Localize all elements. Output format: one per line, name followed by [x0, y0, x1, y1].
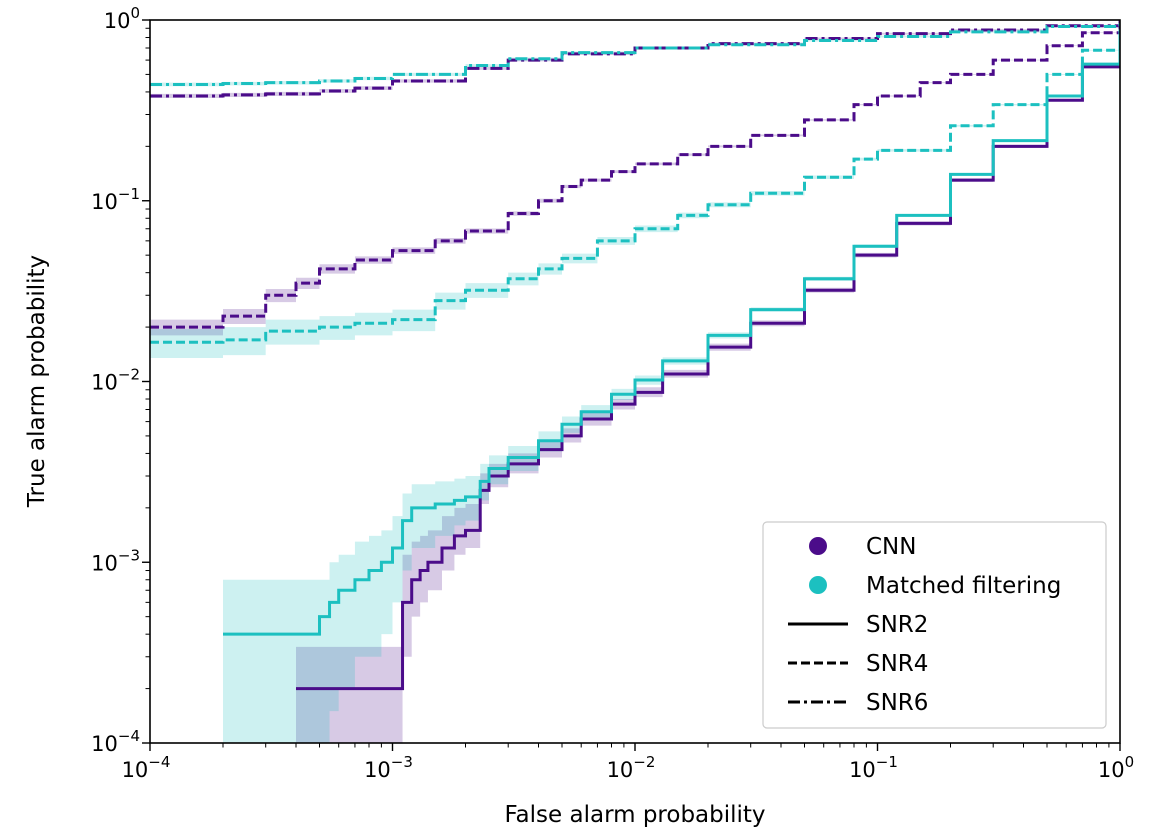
x-tick-label: 10−2 — [607, 753, 656, 782]
line-matched-filtering-snr4 — [150, 20, 1120, 344]
legend-label-snr4: SNR4 — [866, 651, 928, 677]
legend-label-snr2: SNR2 — [866, 612, 928, 638]
line-matched-filtering-snr2 — [223, 20, 1120, 636]
legend-marker-matched-filtering — [809, 576, 827, 594]
legend-label-matched-filtering: Matched filtering — [866, 573, 1061, 599]
y-tick-label: 10−2 — [91, 366, 140, 395]
x-tick-label: 10−4 — [122, 753, 171, 782]
x-axis-label: False alarm probability — [504, 802, 765, 828]
legend-entries: CNN Matched filtering SNR2 SNR4 SNR6 — [788, 534, 1061, 716]
axis-ticks — [142, 19, 1121, 751]
series-lines — [150, 20, 1120, 691]
y-tick-label: 10−1 — [91, 185, 140, 214]
y-tick-label: 10−4 — [91, 727, 140, 756]
x-tick-label: 100 — [1098, 753, 1134, 782]
legend-marker-cnn — [809, 537, 827, 555]
legend: CNN Matched filtering SNR2 SNR4 SNR6 — [762, 521, 1107, 729]
legend-label-snr6: SNR6 — [866, 690, 928, 716]
x-tick-label: 10−3 — [364, 753, 413, 782]
y-axis-label: True alarm probability — [24, 255, 50, 508]
band-matched-filtering-snr2 — [223, 20, 1120, 743]
legend-label-cnn: CNN — [866, 534, 916, 560]
y-tick-label: 10−3 — [91, 546, 140, 575]
legend-frame — [762, 521, 1107, 729]
tick-labels: 10−4 10−3 10−2 10−1 100 10−4 10−3 10−2 10−1 100 — [91, 4, 1134, 782]
band-cnn-snr2 — [296, 20, 1120, 743]
line-cnn-snr4 — [150, 20, 1120, 329]
line-matched-filtering-snr6 — [150, 20, 1120, 86]
y-tick-label: 100 — [104, 4, 140, 33]
x-tick-label: 10−1 — [849, 753, 898, 782]
